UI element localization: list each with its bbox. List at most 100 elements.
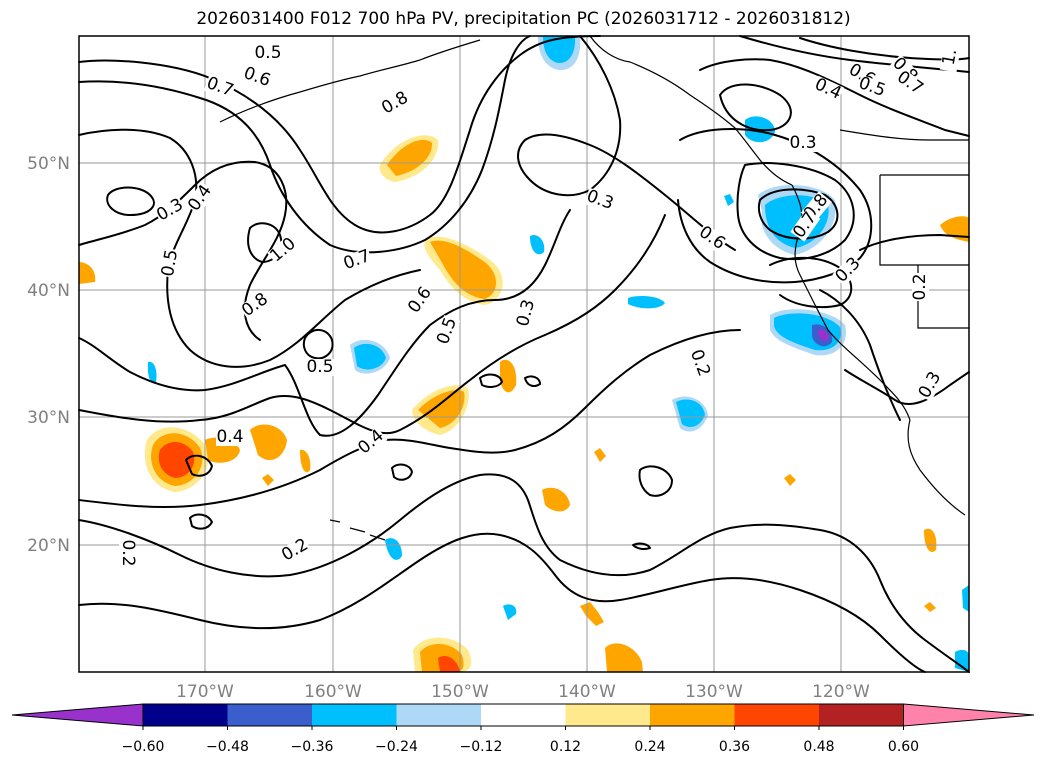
pv-contour [719, 83, 792, 132]
colorbar-extend-min [11, 703, 144, 727]
contour-label-bg [695, 223, 729, 254]
precip-area-neg [676, 399, 705, 427]
contour-label-bg [811, 75, 845, 104]
precip-area-pos [250, 424, 287, 461]
pv-contour [632, 542, 651, 550]
pv-contour [391, 463, 413, 481]
contour-label-bg [855, 74, 888, 101]
precip-area-neg [818, 329, 829, 341]
pv-contour [699, 58, 970, 137]
contour-label-bg [893, 68, 927, 99]
colorbar: −0.60 −0.48 −0.36 −0.24 −0.12 0.12 0.24 0.36 0.4… [11, 703, 1035, 755]
pv-contour [739, 35, 970, 73]
colorbar-segment [481, 704, 566, 726]
contour-label-bg [405, 283, 436, 317]
pv-contour [819, 289, 901, 421]
pv-contour [78, 329, 741, 509]
precip-area-pos [438, 655, 460, 672]
pv-contour [185, 454, 213, 477]
pv-contour [677, 127, 873, 284]
contour-label-bg [278, 536, 312, 565]
contour-label-bg [159, 247, 182, 279]
colorbar-tick-label: 0.60 [888, 739, 919, 755]
contour-label-bg [916, 368, 945, 402]
contour-label-bg [341, 247, 374, 274]
precip-area-neg [354, 343, 386, 370]
precip-area-neg [147, 361, 157, 384]
pv-contour [78, 128, 421, 368]
precip-area-neg [543, 36, 576, 64]
contour-label-bg [378, 89, 412, 118]
contour-label: 0.5 [158, 248, 182, 278]
colorbar-segment [734, 704, 819, 726]
precip-area-pos [418, 390, 465, 428]
contour-label: 0.4 [216, 427, 243, 447]
precip-area-pos [605, 643, 643, 672]
precip-area-pos [387, 139, 433, 176]
figure-title: 2026031400 F012 700 hPa PV, precipitatio… [196, 9, 851, 29]
lat-label: 40°N [27, 281, 70, 301]
contour-label-bg [267, 234, 300, 266]
aleutian-chain [219, 39, 481, 123]
colorbar-segment [143, 704, 228, 726]
contour-label-bg [238, 290, 272, 321]
lon-label: 150°W [431, 682, 489, 702]
pv-contour [106, 186, 155, 216]
pv-contour [638, 465, 673, 497]
contour-label-bg [789, 135, 817, 152]
canada-border [839, 129, 969, 141]
colorbar-segment [565, 704, 650, 726]
pv-contour [859, 234, 970, 251]
contour-label: 0.3 [789, 133, 816, 153]
pv-contour [78, 532, 926, 673]
lat-label: 30°N [27, 408, 70, 428]
precip-area-neg [530, 234, 545, 255]
precip-area-pos [79, 262, 96, 284]
state-border [879, 175, 969, 266]
map-background [79, 36, 969, 672]
colorbar-tick-label: 0.48 [803, 739, 834, 755]
colorbar-tick-label: −0.48 [206, 739, 249, 755]
contour-label-bg [203, 74, 236, 101]
contour-label-bg [153, 196, 187, 225]
pv-contour [844, 369, 970, 405]
contour-label-bg [306, 359, 334, 376]
precip-area-neg [385, 538, 402, 560]
pv-contour [517, 35, 736, 251]
precip-area-pos [542, 487, 570, 512]
contour-label: 1. [939, 47, 962, 66]
precip-area-pos [594, 448, 606, 462]
lat-label: 20°N [27, 536, 70, 556]
pv-contour [769, 256, 853, 309]
contour-label-bg [790, 208, 821, 242]
precip-area-neg [503, 604, 517, 620]
precip-area-pos [580, 602, 604, 626]
pv-contour [78, 214, 666, 435]
colorbar-segment [227, 704, 312, 726]
precip-area-neg [628, 295, 665, 309]
colorbar-tick-label: 0.36 [719, 739, 750, 755]
precip-area-pos [924, 528, 937, 552]
pv-contour [78, 160, 288, 341]
precip-area-neg [955, 649, 969, 672]
precip-area-pos [500, 359, 517, 393]
pv-contour [78, 35, 531, 254]
colorbar-tick-label: 0.12 [550, 739, 581, 755]
precip-area-pos [262, 474, 274, 486]
precip-area-pos [300, 449, 311, 473]
contour-label-bg [119, 539, 136, 567]
precip-area-pos [784, 474, 796, 486]
pv-contour [736, 162, 855, 261]
precip-area-pos [924, 602, 936, 612]
pv-contour [757, 188, 839, 240]
longitude-labels: 170°W 160°W 150°W 140°W 130°W 120°W [176, 682, 870, 702]
lon-label: 140°W [558, 682, 616, 702]
colorbar-tick-label: −0.36 [291, 739, 334, 755]
lon-label: 170°W [176, 682, 234, 702]
contour-label-bg [514, 297, 539, 329]
precip-area-neg [962, 585, 969, 612]
lat-label: 50°N [27, 154, 70, 174]
contour-label-bg [355, 426, 388, 458]
contour-label-bg [254, 45, 282, 62]
